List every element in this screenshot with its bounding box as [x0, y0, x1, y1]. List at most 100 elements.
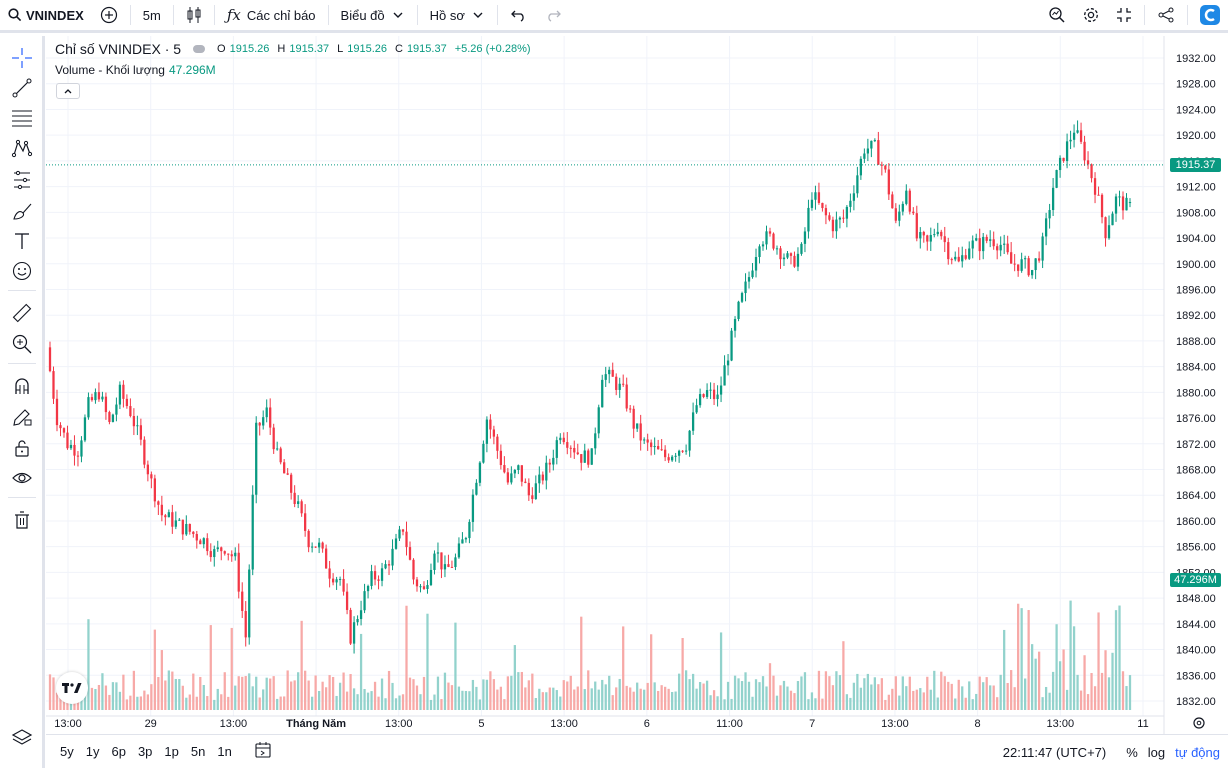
- brand-logo-button[interactable]: [1192, 0, 1228, 30]
- volume-label[interactable]: Volume - Khối lượng: [55, 63, 165, 77]
- lock-drawing-tool[interactable]: [10, 405, 34, 429]
- candle-body: [737, 301, 740, 319]
- volume-bar: [1062, 649, 1065, 710]
- volume-bar: [227, 696, 230, 710]
- volume-bar: [569, 675, 572, 710]
- volume-bar: [671, 692, 674, 710]
- candle-body: [789, 253, 793, 256]
- candle-body: [912, 211, 915, 214]
- compare-button[interactable]: [92, 0, 126, 30]
- candle-body: [1037, 258, 1041, 261]
- candle-body: [723, 365, 726, 386]
- candle-body: [167, 512, 170, 518]
- candle-body: [1041, 236, 1044, 261]
- candle-body: [90, 397, 94, 401]
- volume-bar: [803, 672, 807, 710]
- volume-bar: [1097, 612, 1100, 710]
- volume-bar: [450, 685, 454, 710]
- candle-body: [111, 414, 115, 422]
- range-button-1n[interactable]: 1n: [217, 744, 232, 759]
- price-chart[interactable]: 1932.001928.001924.001920.001916.001912.…: [46, 36, 1228, 734]
- range-button-1p[interactable]: 1p: [164, 744, 179, 759]
- candle-body: [321, 542, 324, 549]
- chart-type-button[interactable]: [178, 0, 210, 30]
- candle-body: [356, 619, 359, 623]
- auto-scale-toggle[interactable]: tự động: [1175, 744, 1220, 760]
- quick-search-button[interactable]: [1040, 0, 1074, 30]
- series-title[interactable]: Chỉ số VNINDEX · 5: [55, 41, 182, 57]
- profile-menu-button[interactable]: Hồ sơ: [422, 0, 493, 30]
- candle-body: [859, 158, 863, 176]
- chart-menu-button[interactable]: Biểu đồ: [333, 0, 413, 30]
- candle-body: [213, 549, 216, 558]
- candle-body: [765, 231, 768, 245]
- emoji-tool[interactable]: [10, 259, 34, 283]
- volume-bar: [653, 682, 656, 710]
- crosshair-icon: [12, 48, 32, 68]
- brush-tool[interactable]: [10, 199, 34, 223]
- candle-body: [363, 591, 366, 611]
- candle-body: [83, 417, 87, 441]
- candle-body: [968, 248, 971, 259]
- crosshair-tool[interactable]: [10, 46, 34, 70]
- volume-bar: [695, 688, 698, 710]
- range-button-3p[interactable]: 3p: [137, 744, 153, 759]
- volume-bar: [429, 699, 433, 710]
- range-button-5y[interactable]: 5y: [60, 744, 74, 759]
- volume-bar: [304, 670, 307, 710]
- fib-tool[interactable]: [10, 106, 34, 130]
- interval-button[interactable]: 5m: [142, 7, 161, 23]
- volume-bar: [698, 682, 702, 710]
- volume-bar: [961, 686, 964, 710]
- log-toggle[interactable]: log: [1147, 744, 1166, 760]
- settings-button[interactable]: [1074, 0, 1108, 30]
- text-tool[interactable]: [10, 229, 34, 253]
- undo-button[interactable]: [502, 0, 536, 30]
- fullscreen-button[interactable]: [1108, 0, 1140, 30]
- volume-bar: [524, 687, 527, 710]
- candles-icon: [187, 7, 201, 23]
- volume-bar: [132, 670, 136, 710]
- candle-body: [279, 448, 282, 463]
- clock-timezone[interactable]: 22:11:47 (UTC+7): [1002, 744, 1107, 760]
- trend-line-tool[interactable]: [10, 76, 34, 100]
- volume-bar: [915, 689, 918, 710]
- candle-body: [779, 248, 782, 260]
- candle-body: [1058, 157, 1062, 171]
- range-button-1y[interactable]: 1y: [85, 744, 100, 759]
- redo-button[interactable]: [536, 0, 570, 30]
- candle-body: [1100, 194, 1104, 218]
- last-volume-label: 47.296M: [1170, 573, 1221, 587]
- volume-bar: [1104, 650, 1107, 710]
- object-tree-button[interactable]: [10, 726, 34, 750]
- volume-bar: [1065, 689, 1069, 710]
- measure-tool[interactable]: [10, 301, 34, 325]
- volume-bar: [866, 673, 869, 710]
- share-button[interactable]: [1149, 0, 1183, 30]
- axis-settings-icon[interactable]: [1193, 717, 1205, 729]
- symbol-search-button[interactable]: VNINDEX: [0, 0, 92, 30]
- hide-drawings-tool[interactable]: [10, 466, 34, 490]
- low-label: L: [337, 43, 344, 55]
- range-button-5n[interactable]: 5n: [190, 744, 206, 759]
- tradingview-logo[interactable]: [56, 672, 88, 704]
- lock-all-tool[interactable]: [10, 436, 34, 460]
- magnet-tool[interactable]: [10, 374, 34, 398]
- time-tick-label: 13:00: [1047, 718, 1075, 730]
- visibility-toggle-icon[interactable]: [193, 45, 206, 53]
- legend-collapse-button[interactable]: [56, 83, 80, 99]
- percent-toggle[interactable]: %: [1126, 744, 1138, 760]
- candle-body: [1118, 196, 1121, 198]
- remove-drawings-tool[interactable]: [10, 508, 34, 532]
- indicators-button[interactable]: ƒx Các chỉ báo: [219, 0, 324, 30]
- candle-body: [73, 444, 76, 456]
- candle-body: [331, 578, 335, 583]
- volume-bar: [887, 694, 890, 710]
- prediction-tool[interactable]: [10, 168, 34, 192]
- volume-bar: [461, 690, 464, 710]
- range-button-6p[interactable]: 6p: [111, 744, 126, 759]
- goto-date-button[interactable]: [248, 741, 278, 762]
- zoom-tool[interactable]: [10, 332, 34, 356]
- candle-body: [814, 192, 817, 200]
- pattern-tool[interactable]: [10, 136, 34, 160]
